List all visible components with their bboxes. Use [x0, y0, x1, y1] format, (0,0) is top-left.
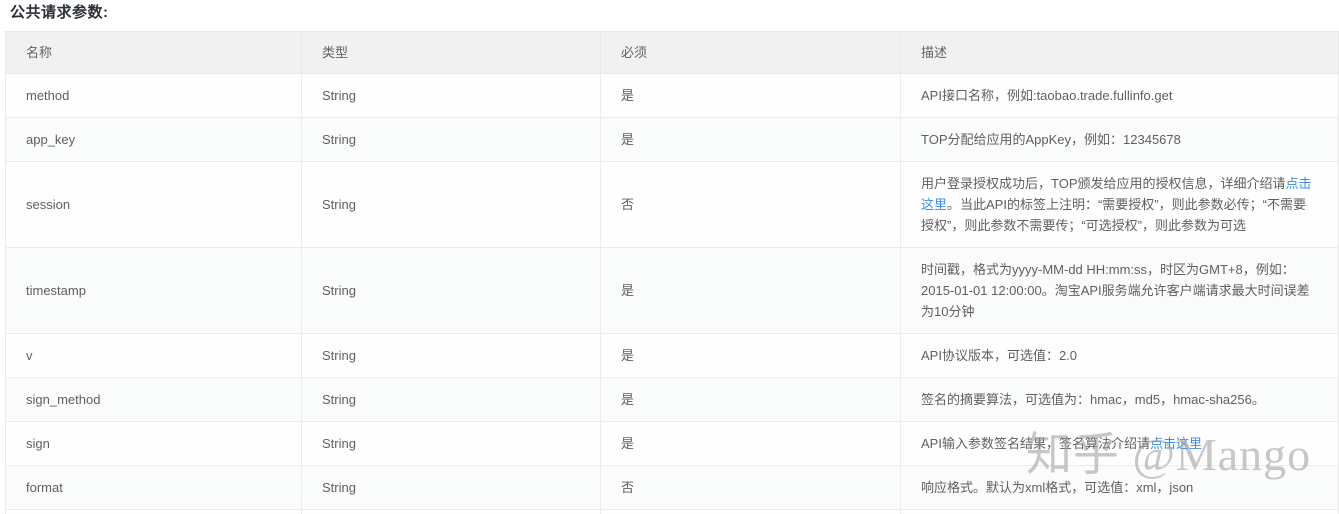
table-row: method String 是 API接口名称，例如:taobao.trade.ful… [5, 73, 1339, 118]
cell-type: String [301, 161, 601, 248]
link-click-here[interactable]: 点击这里 [1149, 436, 1202, 451]
cell-type: String [301, 117, 601, 162]
cell-name: sign_method [5, 377, 302, 422]
cell-description: API协议版本，可选值：2.0 [900, 333, 1339, 378]
cell-name: session [5, 161, 302, 248]
header-row: 名称 类型 必须 描述 [5, 31, 1339, 74]
cell-description: 是否采用精简JSON返回格式，仅当format=json时有效，默认值为：fal… [900, 509, 1339, 514]
cell-type: Boolean [301, 509, 601, 514]
cell-required: 是 [600, 73, 901, 118]
cell-required: 是 [600, 117, 901, 162]
cell-name: timestamp [5, 247, 302, 334]
cell-type: String [301, 421, 601, 466]
cell-type: String [301, 377, 601, 422]
link-click-here[interactable]: 点击这里 [921, 176, 1312, 212]
table-body: method String 是 API接口名称，例如:taobao.trade.ful… [5, 73, 1339, 514]
table-row: format String 否响应格式。默认为xml格式，可选值：xml，json [5, 465, 1339, 510]
column-header-name: 名称 [5, 31, 302, 74]
table-header: 名称 类型 必须 描述 [5, 31, 1339, 74]
cell-type: String [301, 247, 601, 334]
cell-type: String [301, 73, 601, 118]
cell-type: String [301, 333, 601, 378]
cell-description: 用户登录授权成功后，TOP颁发给应用的授权信息，详细介绍请点击这里。当此API的… [900, 161, 1339, 248]
table-row: sign String 是 API输入参数签名结果，签名算法介绍请点击这里 [5, 421, 1339, 466]
table-row: simplifyBoolean否是否采用精简JSON返回格式，仅当format=… [5, 509, 1339, 514]
cell-description: 时间戳，格式为yyyy-MM-dd HH:mm:ss，时区为GMT+8，例如：2… [900, 247, 1339, 334]
cell-name: simplify [5, 509, 302, 514]
cell-name: sign [5, 421, 302, 466]
cell-description: 签名的摘要算法，可选值为：hmac，md5，hmac-sha256。 [900, 377, 1339, 422]
table-row: session String 否用户登录授权成功后，TOP颁发给应用的授权信息，详细… [5, 161, 1339, 248]
column-header-type: 类型 [301, 31, 601, 74]
cell-required: 否 [600, 161, 901, 248]
cell-name: v [5, 333, 302, 378]
section-title: 公共请求参数: [10, 4, 109, 21]
table-row: sign_method String 是签名的摘要算法，可选值为：hmac，md5，… [5, 377, 1339, 422]
cell-description: TOP分配给应用的AppKey，例如：12345678 [900, 117, 1339, 162]
cell-description: API接口名称，例如:taobao.trade.fullinfo.get [900, 73, 1339, 118]
cell-type: String [301, 465, 601, 510]
cell-description: 响应格式。默认为xml格式，可选值：xml，json [900, 465, 1339, 510]
column-header-description: 描述 [900, 31, 1339, 74]
table-row: app_key String 是 TOP分配给应用的AppKey，例如：1234567… [5, 117, 1339, 162]
cell-required: 是 [600, 333, 901, 378]
params-table: 名称 类型 必须 描述 method String 是 API接口名称，例如:taob… [5, 31, 1339, 514]
cell-required: 否 [600, 465, 901, 510]
cell-name: app_key [5, 117, 302, 162]
cell-required: 否 [600, 509, 901, 514]
table-row: v String 是 API协议版本，可选值：2.0 [5, 333, 1339, 378]
cell-name: format [5, 465, 302, 510]
column-header-required: 必须 [600, 31, 901, 74]
cell-name: method [5, 73, 302, 118]
cell-required: 是 [600, 421, 901, 466]
cell-required: 是 [600, 377, 901, 422]
table-row: timestamp String 是时间戳，格式为yyyy-MM-dd HH:mm:… [5, 247, 1339, 334]
cell-required: 是 [600, 247, 901, 334]
cell-description: API输入参数签名结果，签名算法介绍请点击这里 [900, 421, 1339, 466]
